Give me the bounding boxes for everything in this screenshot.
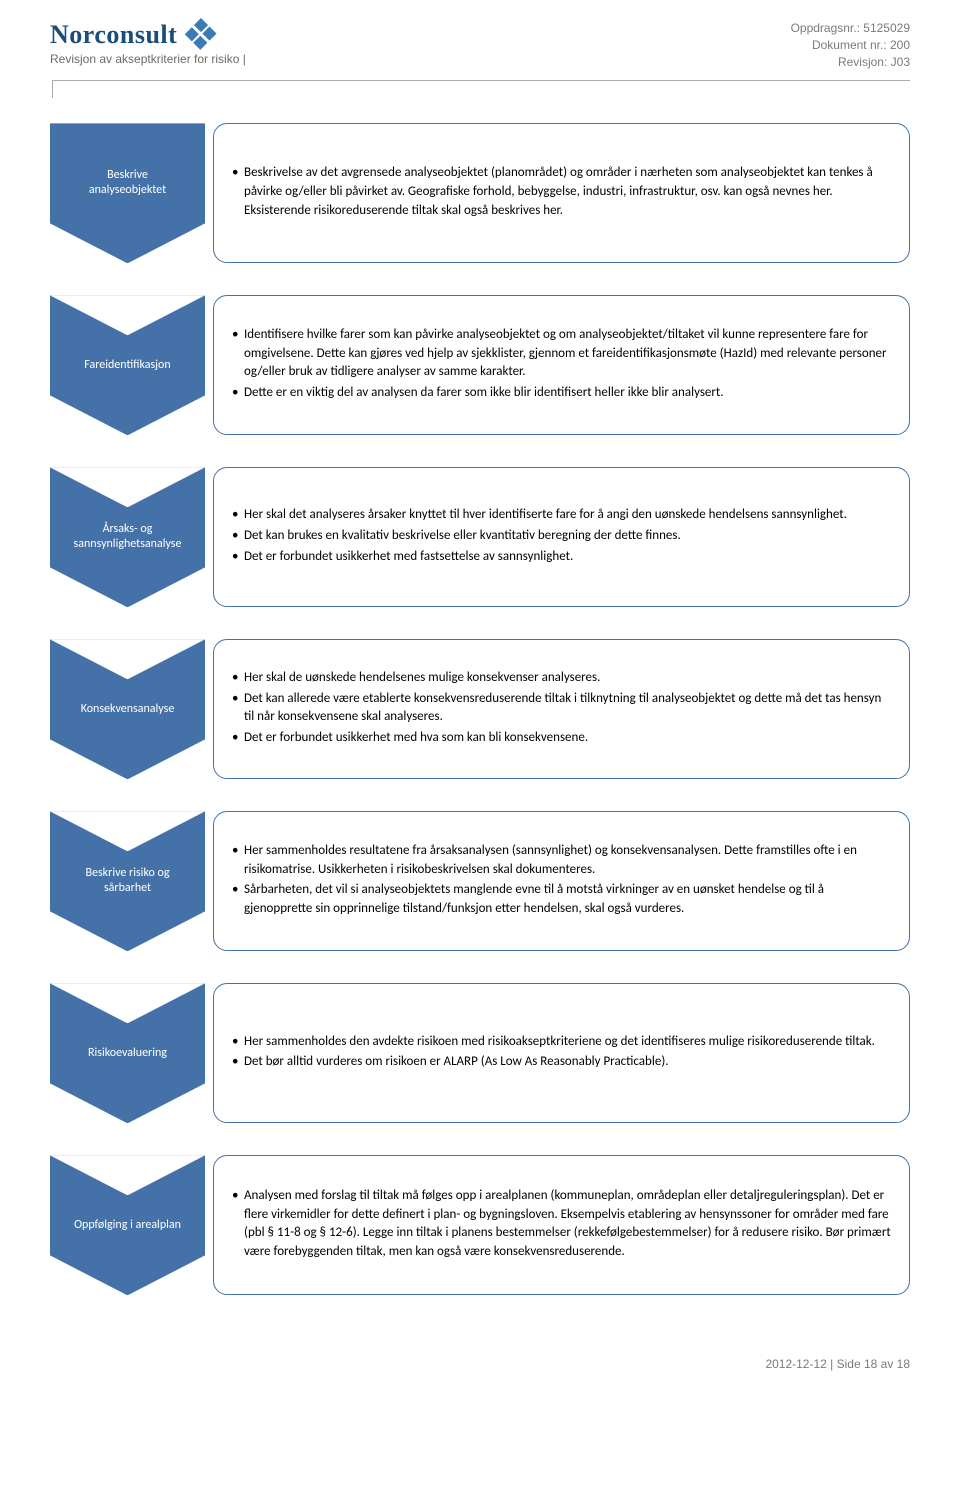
- bullet-text: Det kan brukes en kvalitativ beskrivelse…: [232, 527, 847, 546]
- meta-dokumentnr: Dokument nr.: 200: [791, 37, 910, 54]
- chevron-5: Beskrive risiko og sårbarhet: [50, 811, 205, 951]
- step-beskrive-analyseobjektet: Beskrive analyseobjektet Beskrivelse av …: [50, 123, 910, 263]
- bullet-text: Det er forbundet usikkerhet med fastsett…: [232, 548, 847, 567]
- meta-oppdragsnr: Oppdragsnr.: 5125029: [791, 20, 910, 37]
- logo-icon: [184, 18, 218, 52]
- document-subtitle: Revisjon av akseptkriterier for risiko |: [50, 52, 246, 66]
- bullet-text: Her sammenholdes resultatene fra årsaksa…: [232, 842, 891, 880]
- step-beskrive-risiko-sarbarhet: Beskrive risiko og sårbarhet Her sammenh…: [50, 811, 910, 951]
- meta-revisjon: Revisjon: J03: [791, 54, 910, 71]
- bullet-text: Analysen med forslag til tiltak må følge…: [232, 1187, 891, 1262]
- chevron-6: Risikoevaluering: [50, 983, 205, 1123]
- step-konsekvensanalyse: Konsekvensanalyse Her skal de uønskede h…: [50, 639, 910, 779]
- step-label: Beskrive analyseobjektet: [60, 168, 195, 199]
- step-content-2: Identifisere hvilke farer som kan påvirk…: [213, 295, 910, 435]
- document-meta: Oppdragsnr.: 5125029 Dokument nr.: 200 R…: [791, 20, 910, 70]
- bullet-text: Identifisere hvilke farer som kan påvirk…: [232, 326, 891, 383]
- bullet-text: Her skal det analyseres årsaker knyttet …: [232, 506, 847, 525]
- bullet-text: Beskrivelse av det avgrensede analyseobj…: [232, 164, 891, 221]
- step-label: Risikoevaluering: [80, 1046, 175, 1062]
- logo-block: Norconsult Revisjon av akseptkriterier f…: [50, 20, 246, 66]
- bullet-text: Det kan allerede være etablerte konsekve…: [232, 690, 891, 728]
- step-risikoevaluering: Risikoevaluering Her sammenholdes den av…: [50, 983, 910, 1123]
- step-label: Beskrive risiko og sårbarhet: [60, 866, 195, 897]
- step-label: Konsekvensanalyse: [73, 702, 183, 718]
- bullet-text: Sårbarheten, det vil si analyseobjektets…: [232, 881, 891, 919]
- step-fareidentifikasjon: Fareidentifikasjon Identifisere hvilke f…: [50, 295, 910, 435]
- bullet-text: Det bør alltid vurderes om risikoen er A…: [232, 1053, 875, 1072]
- page-header: Norconsult Revisjon av akseptkriterier f…: [50, 20, 910, 80]
- bullet-text: Det er forbundet usikkerhet med hva som …: [232, 729, 891, 748]
- chevron-1: Beskrive analyseobjektet: [50, 123, 205, 263]
- header-divider: [52, 80, 910, 98]
- chevron-7: Oppfølging i arealplan: [50, 1155, 205, 1295]
- logo-row: Norconsult: [50, 20, 246, 50]
- chevron-3: Årsaks- og sannsynlighetsanalyse: [50, 467, 205, 607]
- step-content-1: Beskrivelse av det avgrensede analyseobj…: [213, 123, 910, 263]
- bullet-text: Her skal de uønskede hendelsenes mulige …: [232, 669, 891, 688]
- step-label: Årsaks- og sannsynlighetsanalyse: [60, 522, 195, 553]
- process-flow: Beskrive analyseobjektet Beskrivelse av …: [50, 123, 910, 1327]
- page-footer: 2012-12-12 | Side 18 av 18: [50, 1357, 910, 1371]
- document-page: Norconsult Revisjon av akseptkriterier f…: [0, 0, 960, 1421]
- step-content-4: Her skal de uønskede hendelsenes mulige …: [213, 639, 910, 779]
- company-name: Norconsult: [50, 20, 177, 50]
- step-content-7: Analysen med forslag til tiltak må følge…: [213, 1155, 910, 1295]
- chevron-2: Fareidentifikasjon: [50, 295, 205, 435]
- step-content-3: Her skal det analyseres årsaker knyttet …: [213, 467, 910, 607]
- step-content-5: Her sammenholdes resultatene fra årsaksa…: [213, 811, 910, 951]
- step-oppfolging-arealplan: Oppfølging i arealplan Analysen med fors…: [50, 1155, 910, 1295]
- step-content-6: Her sammenholdes den avdekte risikoen me…: [213, 983, 910, 1123]
- bullet-text: Her sammenholdes den avdekte risikoen me…: [232, 1033, 875, 1052]
- step-arsaks-sannsynlighet: Årsaks- og sannsynlighetsanalyse Her ska…: [50, 467, 910, 607]
- step-label: Fareidentifikasjon: [76, 358, 178, 374]
- bullet-text: Dette er en viktig del av analysen da fa…: [232, 384, 891, 403]
- step-label: Oppfølging i arealplan: [66, 1218, 189, 1234]
- chevron-4: Konsekvensanalyse: [50, 639, 205, 779]
